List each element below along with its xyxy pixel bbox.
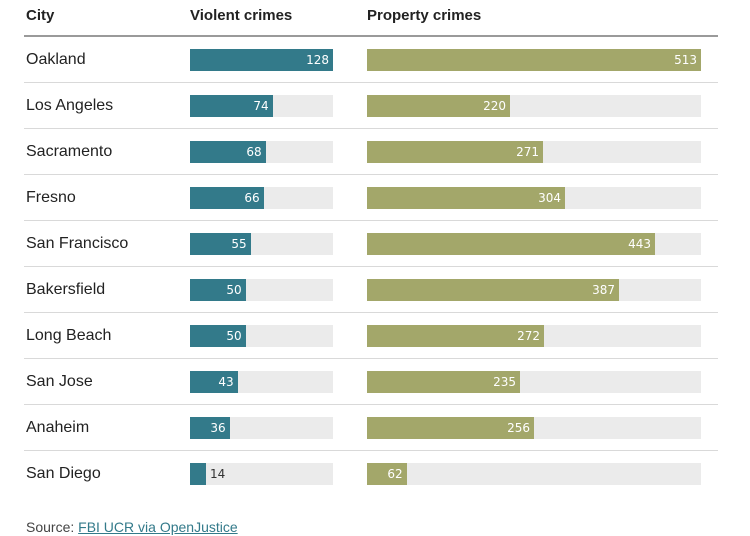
property-bar-track: 271 — [367, 141, 701, 163]
violent-crimes-column-header: Violent crimes — [190, 7, 293, 24]
violent-bar-track: 55 — [190, 233, 333, 255]
violent-bar-track: 74 — [190, 95, 333, 117]
violent-value-label: 74 — [253, 99, 269, 113]
property-value-label: 513 — [674, 53, 697, 67]
property-bar — [367, 325, 544, 347]
violent-value-label: 128 — [306, 53, 329, 67]
violent-bar-track: 50 — [190, 325, 333, 347]
row-divider — [24, 404, 718, 405]
violent-bar-track: 128 — [190, 49, 333, 71]
violent-value-label: 50 — [226, 329, 242, 343]
violent-value-label: 68 — [246, 145, 262, 159]
property-bar — [367, 95, 510, 117]
violent-value-label: 14 — [210, 467, 226, 481]
city-label: San Jose — [26, 373, 93, 390]
violent-bar-track: 66 — [190, 187, 333, 209]
table-row: Fresno 66 304 — [0, 175, 718, 221]
property-value-label: 387 — [592, 283, 615, 297]
city-label: Los Angeles — [26, 97, 114, 114]
table-row: Los Angeles 74 220 — [0, 83, 718, 129]
table-row: Bakersfield 50 387 — [0, 267, 718, 313]
table-row: San Jose 43 235 — [0, 359, 718, 405]
property-bar — [367, 417, 534, 439]
city-label: Sacramento — [26, 143, 113, 160]
city-label: Long Beach — [26, 327, 112, 344]
row-divider — [24, 312, 718, 313]
property-crimes-column-header: Property crimes — [367, 7, 482, 24]
property-value-label: 272 — [517, 329, 540, 343]
source-link[interactable]: FBI UCR via OpenJustice — [78, 519, 238, 535]
source-prefix: Source: — [26, 519, 79, 535]
violent-bar-track: 14 — [190, 463, 333, 485]
city-label: San Diego — [26, 465, 101, 482]
violent-bar — [190, 279, 246, 301]
row-divider — [24, 82, 718, 83]
property-bar — [367, 463, 407, 485]
property-value-label: 443 — [628, 237, 651, 251]
violent-value-label: 50 — [226, 283, 242, 297]
city-label: Anaheim — [26, 419, 90, 436]
violent-bar — [190, 187, 264, 209]
property-bar-track: 256 — [367, 417, 701, 439]
city-label: Bakersfield — [26, 281, 106, 298]
property-bar — [367, 371, 520, 393]
property-bar-track: 304 — [367, 187, 701, 209]
property-bar — [367, 279, 619, 301]
violent-bar — [190, 49, 333, 71]
property-value-label: 304 — [538, 191, 561, 205]
property-value-label: 271 — [516, 145, 539, 159]
table-row: Long Beach 50 272 — [0, 313, 718, 359]
row-divider — [24, 220, 718, 221]
property-bar-track: 235 — [367, 371, 701, 393]
violent-bar-track: 68 — [190, 141, 333, 163]
property-bar — [367, 49, 701, 71]
property-value-label: 235 — [493, 375, 516, 389]
property-bar — [367, 187, 565, 209]
row-divider — [24, 266, 718, 267]
violent-bar — [190, 95, 273, 117]
violent-bar — [190, 463, 206, 485]
violent-bar — [190, 417, 230, 439]
row-divider — [24, 128, 718, 129]
row-divider — [24, 358, 718, 359]
violent-value-label: 36 — [210, 421, 226, 435]
property-bar-track: 387 — [367, 279, 701, 301]
property-bar-track: 272 — [367, 325, 701, 347]
property-bar — [367, 141, 543, 163]
table-row: Anaheim 36 256 — [0, 405, 718, 451]
violent-bar — [190, 141, 266, 163]
property-bar-track: 443 — [367, 233, 701, 255]
row-divider — [24, 174, 718, 175]
chart-rows: Oakland 128 513 Los Angeles 74 220 Sacramento 6… — [0, 37, 718, 497]
violent-value-label: 66 — [244, 191, 260, 205]
violent-bar-track: 43 — [190, 371, 333, 393]
property-bar-track: 513 — [367, 49, 701, 71]
property-bar — [367, 233, 655, 255]
table-header: City Violent crimes Property crimes — [0, 0, 718, 36]
table-row: Oakland 128 513 — [0, 37, 718, 83]
city-label: Fresno — [26, 189, 76, 206]
violent-bar-track: 50 — [190, 279, 333, 301]
city-column-header: City — [26, 7, 55, 24]
row-divider — [24, 450, 718, 451]
table-row: Sacramento 68 271 — [0, 129, 718, 175]
violent-value-label: 55 — [231, 237, 247, 251]
property-value-label: 220 — [483, 99, 506, 113]
property-value-label: 62 — [387, 467, 403, 481]
violent-bar — [190, 325, 246, 347]
violent-bar — [190, 233, 251, 255]
violent-bar — [190, 371, 238, 393]
header-divider — [24, 35, 718, 37]
city-label: Oakland — [26, 51, 86, 68]
table-row: San Francisco 55 443 — [0, 221, 718, 267]
table-row: San Diego 14 62 — [0, 451, 718, 497]
property-bar-track: 220 — [367, 95, 701, 117]
violent-value-label: 43 — [218, 375, 234, 389]
violent-bar-track: 36 — [190, 417, 333, 439]
property-value-label: 256 — [507, 421, 530, 435]
source-note: Source: FBI UCR via OpenJustice — [26, 519, 238, 535]
property-bar-track: 62 — [367, 463, 701, 485]
city-label: San Francisco — [26, 235, 129, 252]
